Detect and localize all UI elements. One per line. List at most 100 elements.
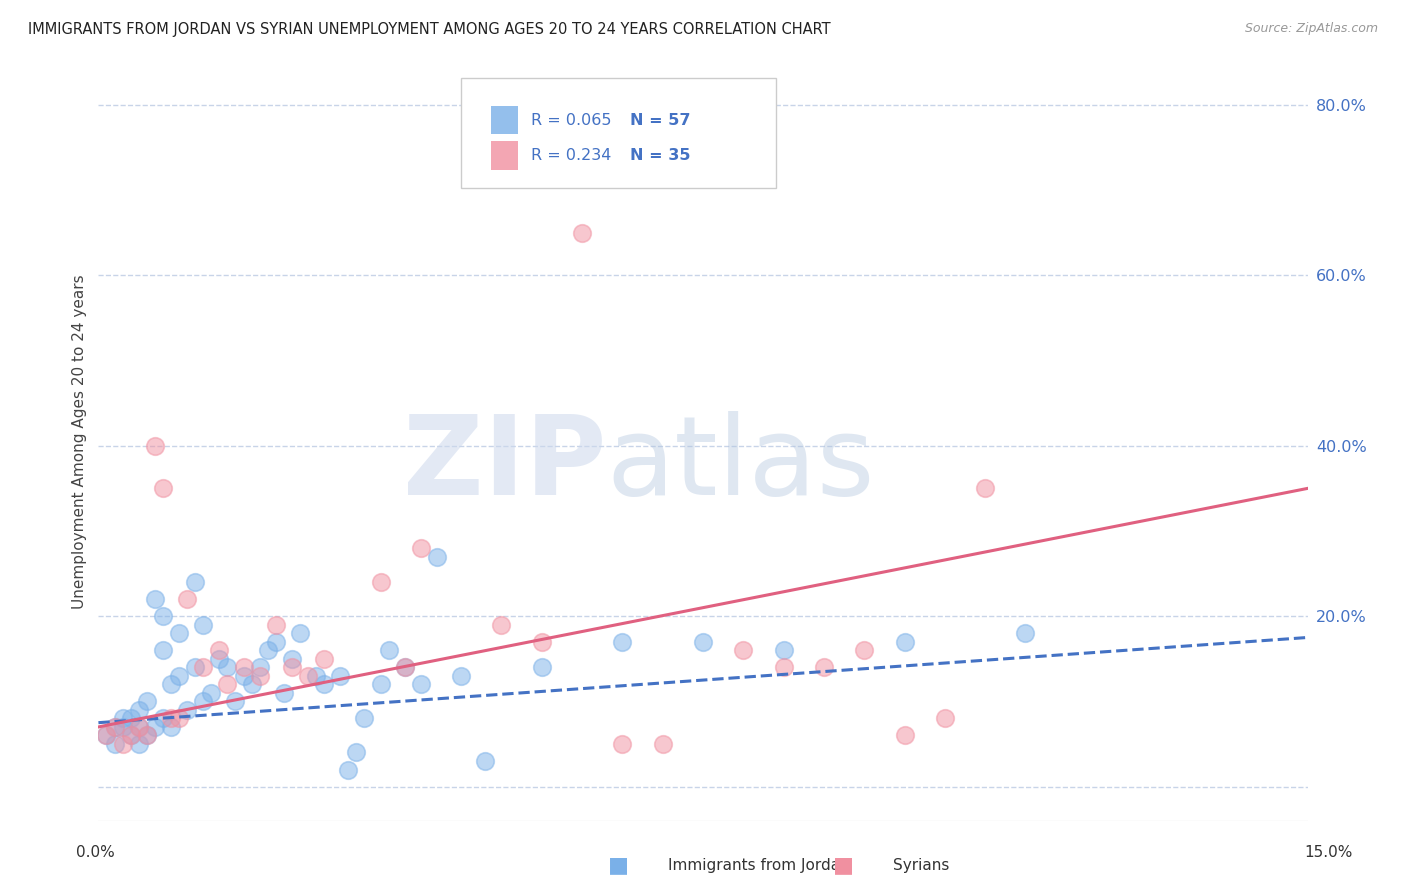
- Point: [893, 728, 915, 742]
- Point: [128, 737, 150, 751]
- Point: [160, 720, 183, 734]
- Point: [103, 720, 125, 734]
- Point: [264, 634, 287, 648]
- Point: [314, 677, 336, 691]
- Point: [409, 541, 432, 555]
- Point: [329, 669, 352, 683]
- Point: [337, 763, 360, 777]
- FancyBboxPatch shape: [492, 141, 517, 170]
- Point: [208, 652, 231, 666]
- Point: [152, 482, 174, 496]
- Point: [530, 660, 553, 674]
- Point: [167, 669, 190, 683]
- Point: [160, 677, 183, 691]
- Point: [474, 754, 496, 768]
- Point: [143, 439, 166, 453]
- Text: atlas: atlas: [606, 411, 875, 517]
- Point: [128, 720, 150, 734]
- Point: [297, 669, 319, 683]
- Point: [160, 711, 183, 725]
- Point: [394, 660, 416, 674]
- Point: [135, 694, 157, 708]
- Point: [200, 686, 222, 700]
- Point: [224, 694, 246, 708]
- Point: [1014, 626, 1036, 640]
- Point: [491, 617, 513, 632]
- Point: [120, 728, 142, 742]
- Point: [772, 660, 794, 674]
- Point: [193, 617, 215, 632]
- Text: N = 57: N = 57: [630, 112, 690, 128]
- Point: [571, 226, 593, 240]
- Text: R = 0.065: R = 0.065: [531, 112, 612, 128]
- Point: [772, 643, 794, 657]
- Text: R = 0.234: R = 0.234: [531, 148, 612, 163]
- Point: [893, 634, 915, 648]
- Point: [256, 643, 278, 657]
- Point: [353, 711, 375, 725]
- Point: [103, 737, 125, 751]
- FancyBboxPatch shape: [461, 78, 776, 187]
- Point: [370, 575, 392, 590]
- Y-axis label: Unemployment Among Ages 20 to 24 years: Unemployment Among Ages 20 to 24 years: [72, 274, 87, 609]
- Point: [217, 660, 239, 674]
- Text: ■: ■: [834, 855, 853, 875]
- Point: [273, 686, 295, 700]
- Point: [232, 669, 254, 683]
- Point: [176, 703, 198, 717]
- Point: [120, 728, 142, 742]
- Point: [152, 711, 174, 725]
- Text: N = 35: N = 35: [630, 148, 690, 163]
- Point: [184, 575, 207, 590]
- Point: [143, 592, 166, 607]
- Text: Source: ZipAtlas.com: Source: ZipAtlas.com: [1244, 22, 1378, 36]
- Text: IMMIGRANTS FROM JORDAN VS SYRIAN UNEMPLOYMENT AMONG AGES 20 TO 24 YEARS CORRELAT: IMMIGRANTS FROM JORDAN VS SYRIAN UNEMPLO…: [28, 22, 831, 37]
- Point: [264, 617, 287, 632]
- Point: [152, 643, 174, 657]
- Point: [143, 720, 166, 734]
- Point: [240, 677, 263, 691]
- Point: [120, 711, 142, 725]
- Text: ZIP: ZIP: [404, 411, 606, 517]
- Point: [394, 660, 416, 674]
- Point: [530, 634, 553, 648]
- Point: [305, 669, 328, 683]
- FancyBboxPatch shape: [492, 105, 517, 135]
- Point: [193, 694, 215, 708]
- Point: [167, 626, 190, 640]
- Point: [208, 643, 231, 657]
- Point: [128, 703, 150, 717]
- Point: [249, 669, 271, 683]
- Point: [96, 728, 118, 742]
- Point: [135, 728, 157, 742]
- Point: [103, 720, 125, 734]
- Text: ■: ■: [609, 855, 628, 875]
- Point: [344, 746, 367, 760]
- Point: [733, 643, 755, 657]
- Point: [111, 711, 134, 725]
- Text: 0.0%: 0.0%: [76, 846, 115, 860]
- Point: [409, 677, 432, 691]
- Point: [111, 737, 134, 751]
- Point: [853, 643, 876, 657]
- Point: [813, 660, 835, 674]
- Point: [249, 660, 271, 674]
- Point: [651, 737, 673, 751]
- Point: [176, 592, 198, 607]
- Point: [96, 728, 118, 742]
- Point: [612, 634, 634, 648]
- Point: [135, 728, 157, 742]
- Point: [612, 737, 634, 751]
- Text: Syrians: Syrians: [893, 858, 949, 872]
- Point: [314, 652, 336, 666]
- Point: [288, 626, 311, 640]
- Point: [128, 720, 150, 734]
- Point: [370, 677, 392, 691]
- Point: [152, 609, 174, 624]
- Point: [193, 660, 215, 674]
- Point: [450, 669, 472, 683]
- Point: [232, 660, 254, 674]
- Point: [111, 720, 134, 734]
- Point: [167, 711, 190, 725]
- Point: [426, 549, 449, 564]
